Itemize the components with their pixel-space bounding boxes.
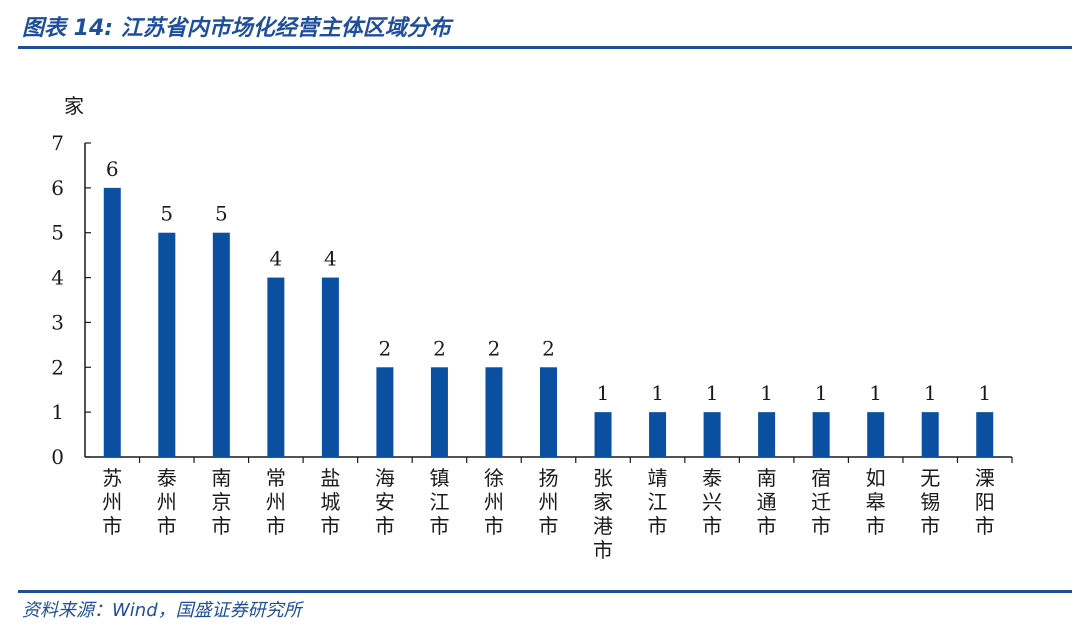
data-label: 1 (597, 381, 610, 405)
y-tick-label: 7 (51, 131, 64, 155)
category-label: 宿迁市 (811, 466, 831, 538)
category-label: 常州市 (266, 466, 286, 538)
data-label: 5 (160, 202, 173, 226)
category-label: 镇江市 (429, 466, 449, 538)
bar (485, 367, 503, 457)
figure-title: 图表 14: 江苏省内市场化经营主体区域分布 (22, 16, 451, 41)
category-label: 张家港市 (593, 466, 613, 562)
y-tick-label: 5 (51, 221, 64, 245)
category-label: 苏州市 (102, 466, 122, 538)
data-label: 1 (924, 381, 937, 405)
y-tick-label: 6 (51, 176, 64, 200)
bar (376, 367, 394, 457)
data-label: 1 (760, 381, 773, 405)
bar (921, 412, 939, 457)
y-tick-label: 0 (51, 445, 64, 469)
title-rule (18, 46, 1072, 49)
y-tick-label: 2 (51, 355, 64, 379)
data-label: 4 (269, 247, 282, 271)
y-tick-label: 1 (51, 400, 64, 424)
bar (540, 367, 557, 457)
source-note: 资料来源：Wind，国盛证券研究所 (22, 600, 302, 621)
data-label: 6 (106, 157, 119, 181)
data-label: 1 (651, 381, 664, 405)
y-tick-label: 4 (51, 266, 64, 290)
bar (649, 412, 667, 457)
bar (867, 412, 885, 457)
category-label: 海安市 (375, 466, 395, 538)
category-label: 泰州市 (157, 466, 177, 538)
bar (212, 232, 230, 457)
y-tick-label: 3 (51, 310, 64, 334)
data-label: 5 (215, 202, 228, 226)
bar (321, 277, 339, 457)
bar (758, 412, 776, 457)
bar (594, 412, 612, 457)
bar (703, 412, 721, 457)
category-label: 盐城市 (320, 466, 340, 538)
bar (267, 277, 285, 457)
category-label: 徐州市 (484, 466, 504, 538)
category-label: 南通市 (757, 466, 777, 538)
data-label: 2 (433, 336, 446, 360)
category-label: 南京市 (211, 466, 231, 538)
data-label: 1 (815, 381, 828, 405)
category-label: 如皋市 (866, 466, 886, 538)
bar (103, 187, 121, 457)
bar (976, 412, 994, 457)
bar-chart: 0 1 2 3 4 5 6 7家 6 苏州市 5 泰州市 5 南京市 4 常州市 4 盐城市 2 海安市 2 镇江市 2 徐州… (51, 94, 1013, 562)
data-label: 2 (379, 336, 392, 360)
data-label: 2 (488, 336, 501, 360)
bar (158, 232, 176, 457)
bar (430, 367, 448, 457)
category-label: 无锡市 (920, 466, 940, 538)
category-label: 泰兴市 (702, 466, 722, 538)
data-label: 1 (978, 381, 991, 405)
category-label: 溧阳市 (975, 466, 995, 538)
category-label: 靖江市 (648, 466, 668, 538)
data-label: 1 (706, 381, 719, 405)
source-rule (18, 590, 1072, 593)
data-label: 1 (869, 381, 882, 405)
data-label: 4 (324, 247, 337, 271)
bar (812, 412, 830, 457)
y-axis-unit: 家 (64, 94, 84, 118)
category-label: 扬州市 (539, 466, 559, 538)
data-label: 2 (542, 336, 555, 360)
